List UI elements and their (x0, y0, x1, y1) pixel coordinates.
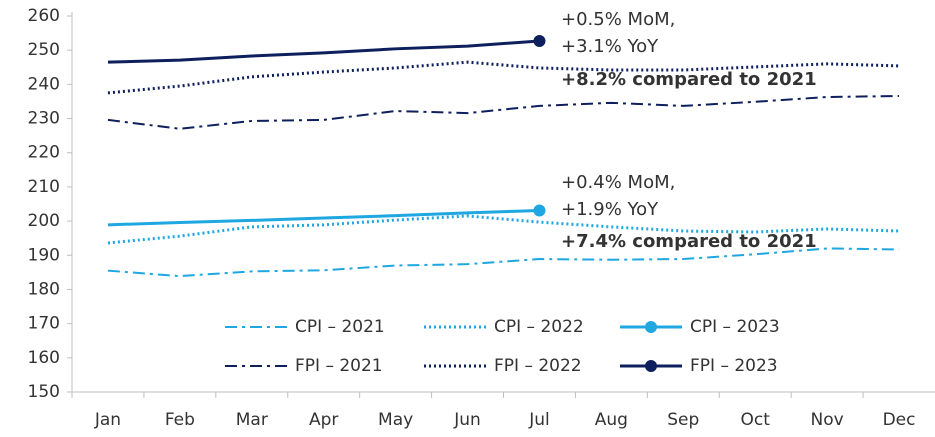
annotation: +8.2% compared to 2021 (561, 69, 817, 90)
y-tick-label: 230 (28, 109, 60, 129)
x-tick-label: Jul (528, 410, 550, 430)
x-tick-label: Apr (309, 410, 338, 430)
x-tick-label: Aug (595, 410, 628, 430)
annotation: +1.9% YoY (561, 199, 659, 220)
x-tick-label: Nov (811, 410, 844, 430)
x-tick-label: Mar (236, 410, 268, 430)
x-tick-label: Sep (667, 410, 699, 430)
y-tick-label: 210 (28, 177, 60, 197)
y-tick-label: 150 (28, 382, 60, 402)
x-tick-label: May (378, 410, 413, 430)
x-tick-label: Dec (883, 410, 916, 430)
y-tick-label: 250 (28, 40, 60, 60)
legend-label: CPI – 2022 (494, 317, 584, 337)
legend-marker (645, 321, 657, 333)
legend-label: FPI – 2023 (690, 356, 778, 376)
annotation: +7.4% compared to 2021 (561, 231, 817, 252)
y-tick-label: 190 (28, 245, 60, 265)
legend-label: FPI – 2021 (295, 356, 383, 376)
legend-label: CPI – 2023 (690, 317, 780, 337)
series-line (107, 208, 540, 227)
y-tick-label: 220 (28, 143, 60, 163)
series-line (107, 247, 900, 278)
x-tick-label: Jan (94, 410, 121, 430)
point-marker (533, 204, 546, 217)
y-tick-label: 170 (28, 314, 60, 334)
x-tick-label: Jun (453, 410, 481, 430)
series-line (107, 94, 900, 130)
annotation: +0.5% MoM, (561, 9, 675, 30)
y-tick-label: 240 (28, 74, 60, 94)
legend-label: FPI – 2022 (494, 356, 582, 376)
series-line (107, 214, 900, 245)
legend-label: CPI – 2021 (295, 317, 385, 337)
x-tick-label: Feb (165, 410, 195, 430)
y-tick-label: 180 (28, 279, 60, 299)
legend-marker (645, 360, 657, 372)
series-line (107, 39, 540, 64)
annotation: +0.4% MoM, (561, 172, 675, 193)
y-tick-label: 260 (28, 6, 60, 26)
y-tick-label: 200 (28, 211, 60, 231)
x-tick-label: Oct (741, 410, 771, 430)
point-marker (533, 34, 546, 47)
annotation: +3.1% YoY (561, 36, 659, 57)
y-tick-label: 160 (28, 348, 60, 368)
series-line (107, 60, 900, 95)
